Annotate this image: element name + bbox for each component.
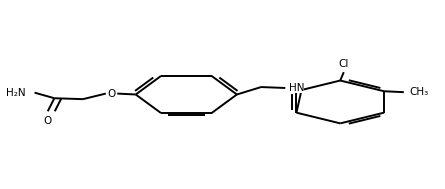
- Text: O: O: [44, 116, 52, 126]
- Text: Cl: Cl: [339, 59, 349, 69]
- Text: HN: HN: [289, 83, 304, 93]
- Text: CH₃: CH₃: [409, 87, 429, 97]
- Text: O: O: [107, 89, 116, 99]
- Text: H₂N: H₂N: [6, 88, 26, 98]
